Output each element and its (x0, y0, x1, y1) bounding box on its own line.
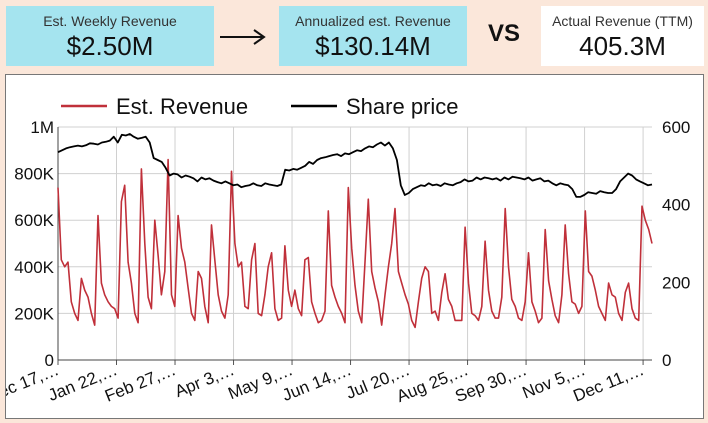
x-tick-label: Apr 3,… (172, 360, 237, 401)
kpi-weekly-revenue: Est. Weekly Revenue $2.50M (6, 6, 214, 66)
kpi-weekly-label: Est. Weekly Revenue (43, 13, 177, 29)
arrow-right-icon (220, 29, 266, 45)
y-right-tick-label: 400 (662, 196, 690, 215)
series-share-price-line (57, 133, 653, 198)
kpi-actual-revenue: Actual Revenue (TTM) 405.3M (541, 6, 704, 66)
y-left-tick-label: 400K (14, 258, 54, 277)
kpi-annualized-value: $130.14M (315, 31, 431, 61)
legend-share-price-label: Share price (346, 94, 459, 119)
kpi-annualized-revenue: Annualized est. Revenue $130.14M (279, 6, 467, 66)
y-right-tick-label: 600 (662, 118, 690, 137)
y-right-tick-label: 200 (662, 273, 690, 292)
revenue-share-chart: 0 200K 400K 600K 800K 1M 0 200 400 600 Dec 17,… Jan… (5, 74, 704, 419)
series-est-revenue-line (57, 158, 653, 329)
y-left-tick-label: 1M (30, 118, 54, 137)
kpi-actual-value: 405.3M (579, 31, 666, 61)
kpi-annualized-label: Annualized est. Revenue (295, 13, 451, 29)
y-right-tick-label: 0 (662, 351, 671, 370)
kpi-weekly-value: $2.50M (66, 31, 154, 61)
legend-est-revenue-label: Est. Revenue (116, 94, 248, 119)
y-left-tick-label: 0 (45, 351, 54, 370)
vs-label: VS (488, 20, 521, 47)
kpi-actual-label: Actual Revenue (TTM) (552, 13, 693, 29)
y-left-tick-label: 200K (14, 304, 54, 323)
y-left-tick-label: 800K (14, 165, 54, 184)
y-left-tick-label: 600K (14, 211, 54, 230)
